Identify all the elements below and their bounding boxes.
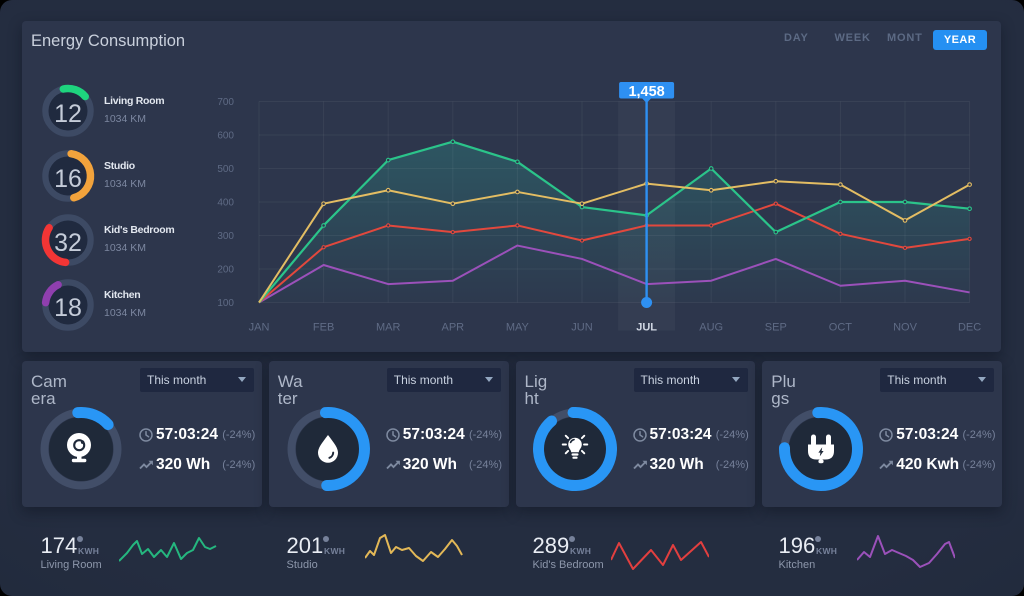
svg-text:APR: APR — [441, 322, 464, 334]
svg-text:SEP: SEP — [765, 322, 787, 334]
svg-text:500: 500 — [217, 164, 234, 175]
svg-text:DEC: DEC — [958, 322, 981, 334]
svg-text:JAN: JAN — [249, 322, 270, 334]
svg-text:OCT: OCT — [829, 322, 853, 334]
svg-text:FEB: FEB — [313, 322, 334, 334]
svg-text:JUL: JUL — [636, 322, 657, 334]
svg-text:JUN: JUN — [571, 322, 592, 334]
svg-text:600: 600 — [217, 131, 234, 142]
svg-text:200: 200 — [217, 265, 234, 276]
svg-text:700: 700 — [217, 97, 234, 108]
svg-text:400: 400 — [217, 198, 234, 209]
svg-text:300: 300 — [217, 231, 234, 242]
svg-text:MAY: MAY — [506, 322, 530, 334]
svg-text:100: 100 — [217, 298, 234, 309]
svg-text:MAR: MAR — [376, 322, 401, 334]
svg-text:1,458: 1,458 — [628, 84, 664, 100]
svg-text:AUG: AUG — [699, 322, 723, 334]
svg-text:NOV: NOV — [893, 322, 918, 334]
